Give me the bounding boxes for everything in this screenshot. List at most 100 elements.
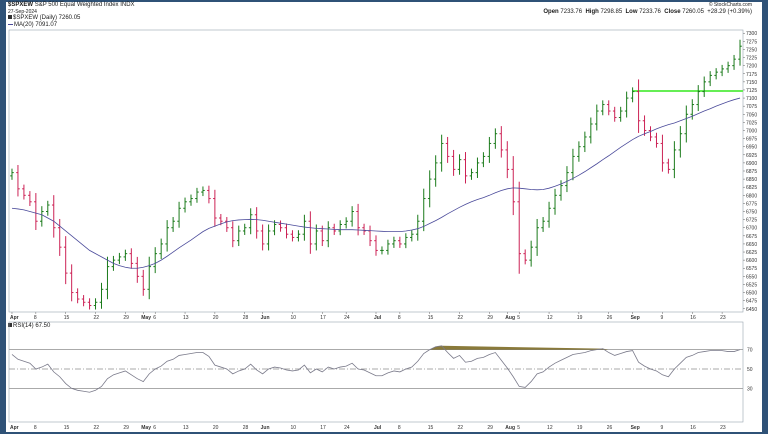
ma-legend-text: MA(20) 7091.07 — [14, 22, 58, 28]
price-bar — [338, 220, 342, 236]
date-label: Aug — [505, 315, 515, 321]
exchange-label: INDX — [120, 2, 135, 8]
price-bar — [40, 206, 44, 227]
price-bar — [457, 154, 462, 175]
date-label: 17 — [320, 315, 326, 321]
price-bar — [672, 141, 677, 179]
ma-legend: MA(20) 7091.07 — [8, 22, 57, 28]
price-tick-label: 7125 — [746, 88, 757, 94]
price-tick-label: 7250 — [746, 47, 757, 53]
price-tick-label: 7075 — [746, 104, 757, 110]
price-bar — [511, 156, 516, 216]
price-bar — [612, 106, 617, 122]
price-tick-label: 6700 — [746, 226, 757, 232]
price-bar — [421, 188, 426, 232]
date-label: 6 — [153, 315, 156, 321]
price-bar — [541, 217, 545, 232]
rsi-legend-text: RSI(14) 67.50 — [13, 323, 51, 329]
price-bar — [654, 132, 659, 148]
date-label: 15 — [428, 315, 434, 321]
price-bar — [368, 225, 372, 247]
price-bar — [81, 295, 86, 307]
price-bar — [708, 71, 712, 87]
price-bar — [410, 230, 414, 242]
price-bar — [225, 217, 229, 232]
date-label: 13 — [183, 425, 189, 431]
price-bar — [57, 218, 62, 256]
price-bar — [302, 214, 307, 241]
price-bar — [290, 230, 295, 242]
price-tick-label: 7025 — [746, 120, 757, 126]
x-axis-top: Apr 8 15 22 29 May 6 13 20 28 Jun 10 17 24 Jul 8 15 22 29 A… — [10, 312, 726, 321]
date-label: 13 — [183, 315, 189, 321]
price-bar — [272, 220, 277, 236]
price-bar — [230, 221, 235, 248]
price-bar — [714, 68, 718, 80]
price-bar — [475, 157, 480, 178]
change-value: +28.29 (+0.39%) — [707, 9, 752, 15]
price-tick-label: 6625 — [746, 250, 757, 256]
rsi-tick-label: 30 — [747, 386, 753, 392]
date-label: 29 — [487, 315, 493, 321]
price-bar — [565, 166, 569, 193]
date-label: 29 — [123, 315, 129, 321]
price-tick-label: 6925 — [746, 153, 757, 159]
price-bar — [159, 238, 163, 260]
date-label: 29 — [487, 425, 493, 431]
price-bar — [147, 256, 152, 300]
rsi-overbought-fill — [429, 345, 609, 350]
price-bar — [696, 85, 701, 112]
price-bar — [398, 236, 402, 248]
price-bar — [171, 217, 175, 232]
price-bar — [499, 126, 504, 158]
rsi-legend-swatch — [8, 323, 12, 327]
price-bar — [236, 225, 241, 247]
price-tick-label: 6850 — [746, 177, 757, 183]
price-tick-label: 6550 — [746, 274, 757, 280]
price-bar — [624, 91, 629, 118]
price-tick-label: 6600 — [746, 258, 757, 264]
price-bar — [732, 54, 736, 70]
price-bar — [380, 246, 384, 255]
rsi-plot — [9, 345, 743, 393]
price-bar — [266, 224, 271, 251]
symbol-label: $SPXEW — [8, 2, 34, 8]
price-tick-label: 6675 — [746, 234, 757, 240]
price-bar — [326, 221, 331, 248]
date-label: 26 — [607, 425, 613, 431]
price-tick-label: 7175 — [746, 72, 757, 78]
price-bar — [201, 186, 205, 197]
date-label: 20 — [213, 425, 219, 431]
price-bar — [165, 220, 169, 252]
price-bar — [63, 236, 68, 285]
chart-date: 27-Sep-2024 — [8, 9, 37, 15]
close-value: 7260.05 — [682, 9, 704, 15]
date-label: 15 — [64, 425, 70, 431]
price-bar — [99, 282, 104, 309]
price-bar — [248, 208, 253, 235]
price-bar — [153, 247, 158, 274]
open-label: Open — [543, 9, 559, 15]
price-bar — [195, 187, 199, 203]
price-bar — [648, 126, 653, 142]
low-label: Low — [625, 9, 638, 15]
price-bar — [350, 206, 354, 227]
date-label: 5 — [517, 315, 520, 321]
date-label: 10 — [290, 315, 296, 321]
price-bar — [296, 230, 301, 242]
rsi-tick-label: 70 — [747, 348, 753, 354]
price-bar — [260, 224, 265, 251]
price-bar — [487, 136, 492, 163]
price-bar — [135, 256, 140, 283]
date-label: Jun — [261, 425, 270, 431]
date-label: Jun — [261, 315, 270, 321]
date-label: 22 — [94, 425, 100, 431]
price-bar — [284, 223, 289, 239]
price-tick-label: 7275 — [746, 39, 757, 45]
date-label: 8 — [34, 315, 37, 321]
price-bar — [392, 236, 396, 248]
price-bar — [433, 155, 438, 187]
date-label: Sep — [631, 425, 640, 431]
price-bar — [445, 136, 450, 163]
price-bar — [720, 64, 724, 77]
